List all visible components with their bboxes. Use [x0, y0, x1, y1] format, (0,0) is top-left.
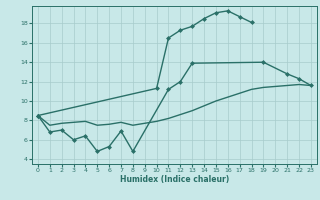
X-axis label: Humidex (Indice chaleur): Humidex (Indice chaleur) — [120, 175, 229, 184]
